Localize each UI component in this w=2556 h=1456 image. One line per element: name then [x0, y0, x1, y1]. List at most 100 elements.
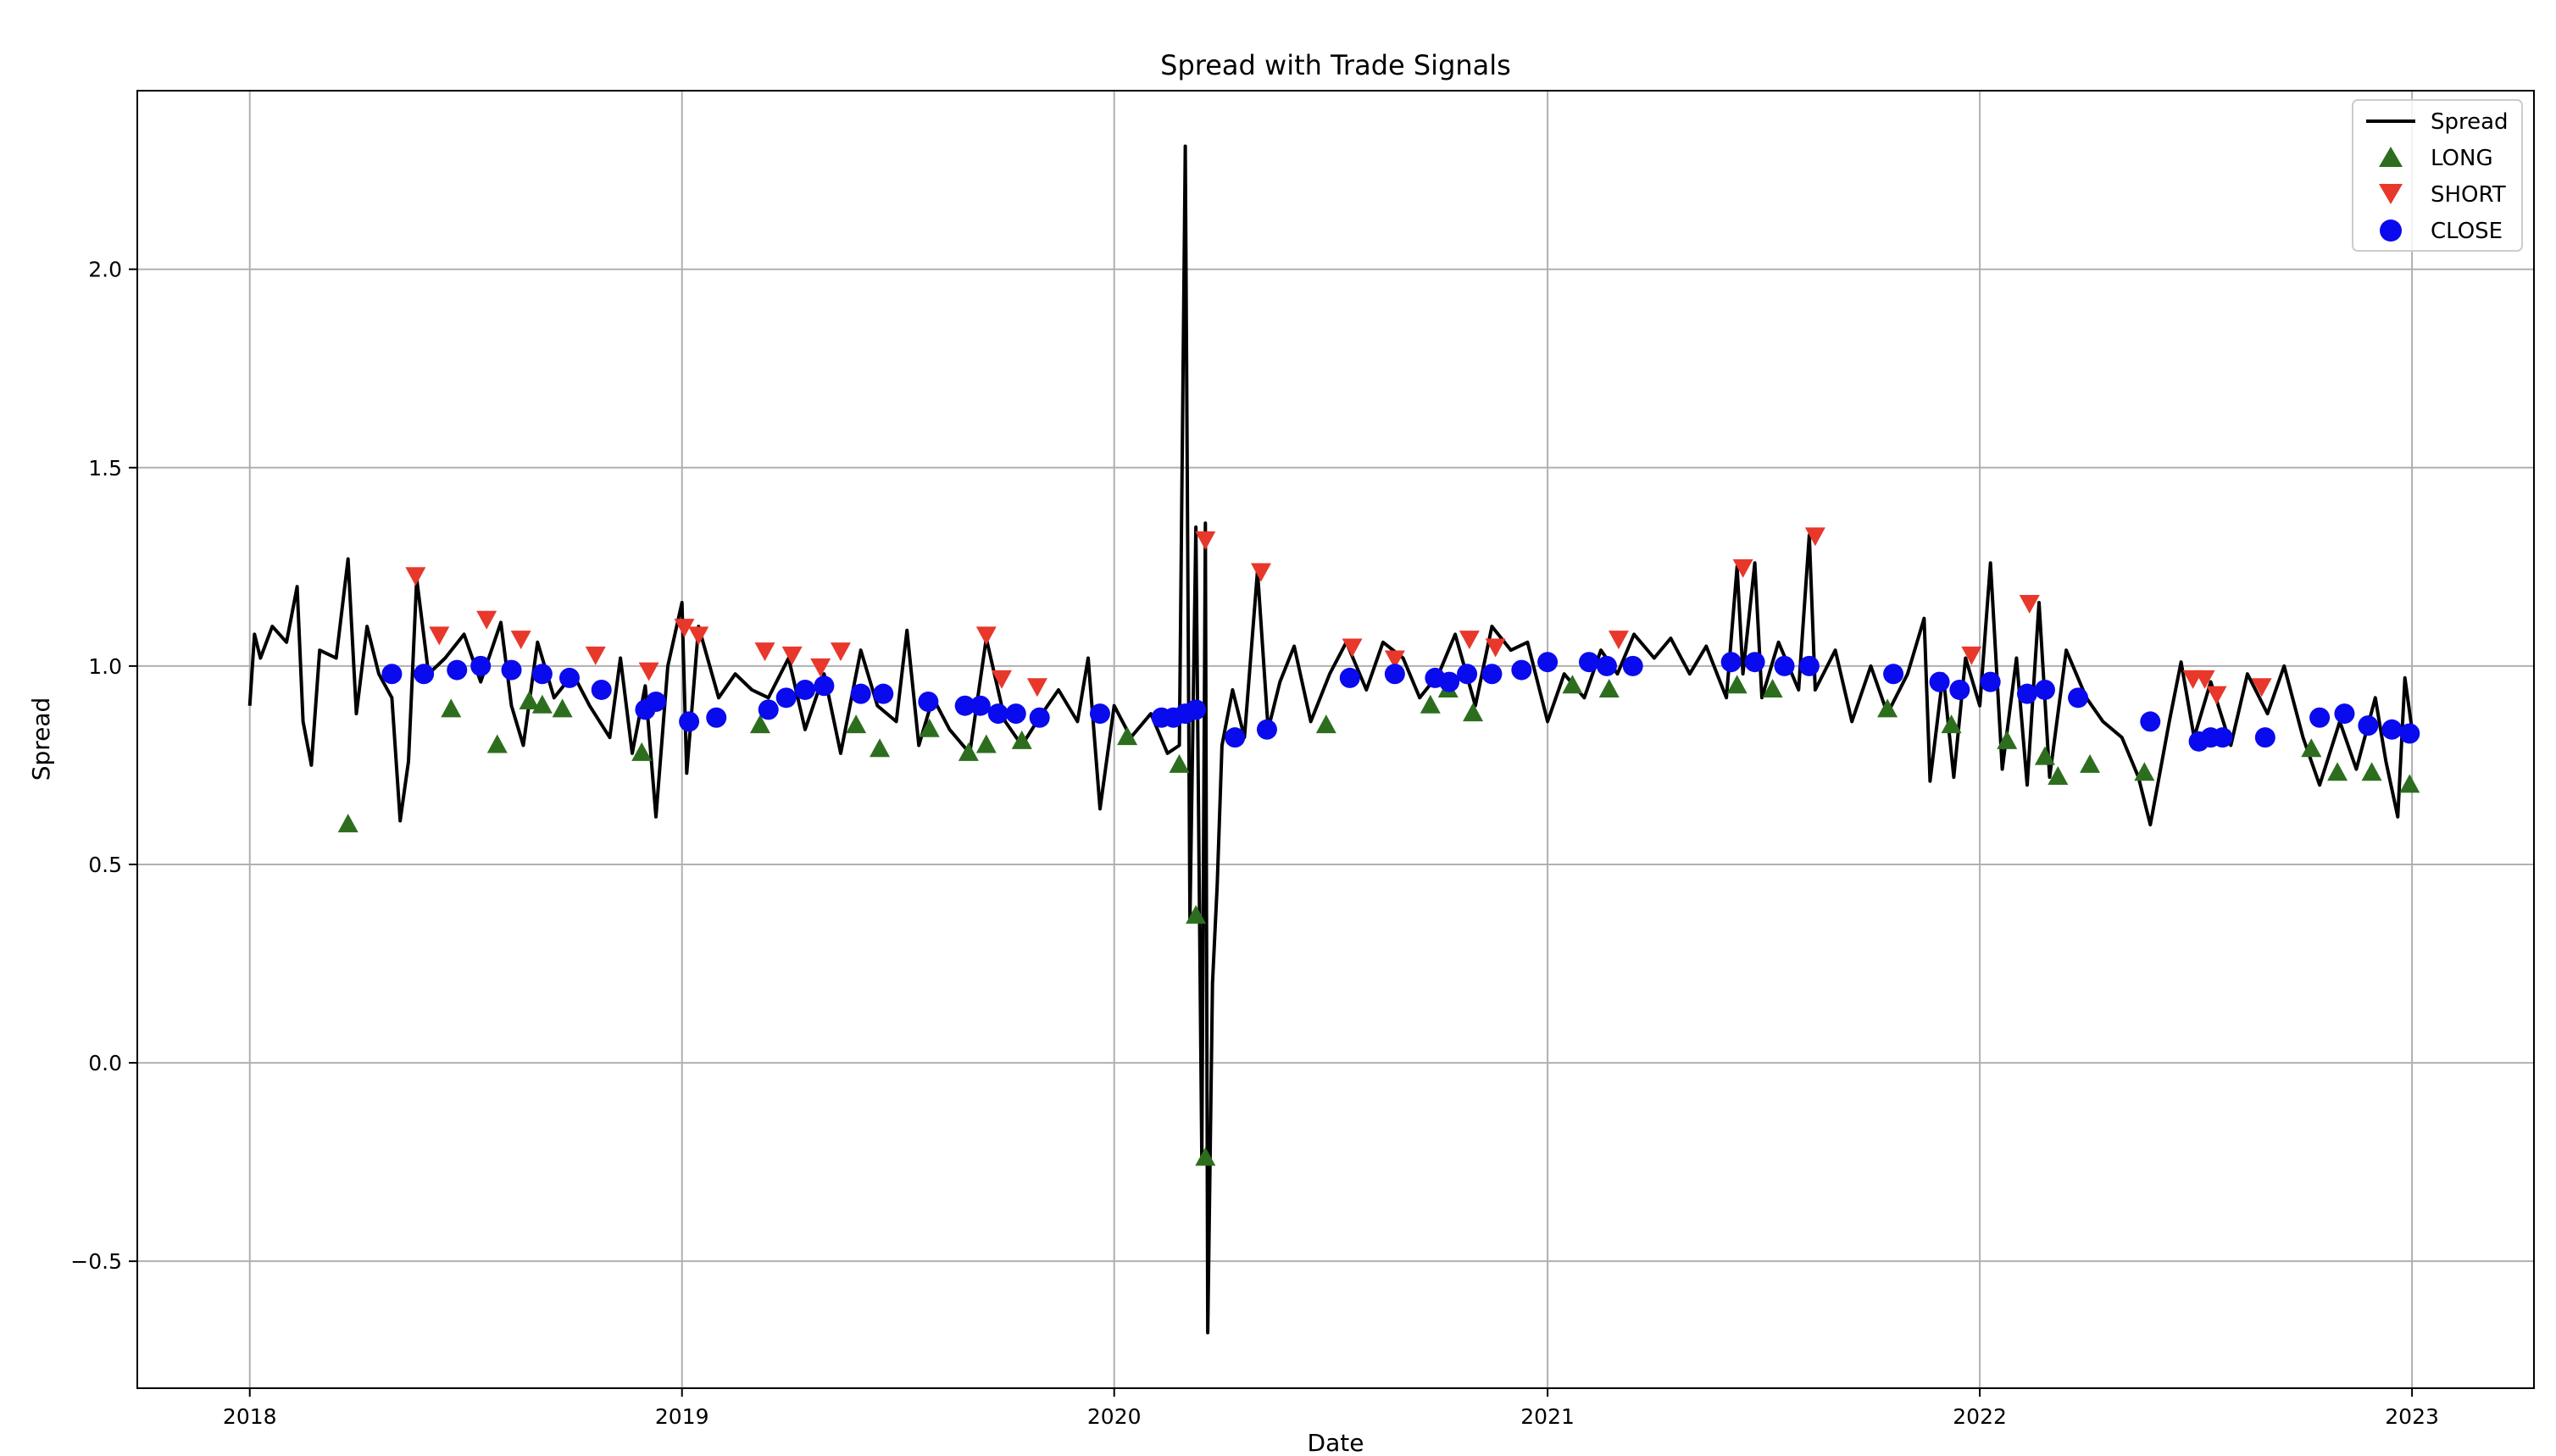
- close-signal-marker: [2334, 703, 2355, 725]
- long-signal-marker: [2134, 762, 2155, 781]
- long-signal-marker: [531, 694, 553, 714]
- close-signal-marker: [447, 659, 468, 681]
- long-signal-marker: [2327, 762, 2348, 781]
- long-signal-marker: [919, 718, 940, 737]
- long-signal-marker: [1169, 753, 1190, 773]
- close-signal-marker: [706, 707, 727, 728]
- short-signal-marker: [975, 626, 997, 646]
- short-signal-marker: [1195, 531, 1216, 551]
- short-signal-marker: [674, 619, 695, 638]
- long-signal-marker: [631, 742, 653, 761]
- x-tick-label: 2022: [1953, 1404, 2007, 1429]
- legend-label-spread: Spread: [2431, 109, 2509, 135]
- long-signal-marker: [958, 742, 979, 761]
- x-tick-label: 2021: [1520, 1404, 1575, 1429]
- close-signal-marker: [1089, 703, 1110, 725]
- long-signal-marker: [1877, 698, 1898, 718]
- short-signal-marker: [810, 658, 831, 677]
- long-signal-marker: [1941, 714, 1962, 734]
- close-signal-marker: [1384, 664, 1405, 685]
- close-signal-marker: [2068, 687, 2089, 709]
- close-signal-marker: [531, 664, 553, 685]
- x-axis-label: Date: [1308, 1429, 1364, 1456]
- long-signal-marker: [1562, 675, 1583, 694]
- legend-label-short: SHORT: [2431, 182, 2506, 208]
- close-signal-marker: [970, 695, 991, 716]
- close-signal-marker: [775, 687, 797, 709]
- close-signal-marker: [2016, 683, 2037, 704]
- long-signal-marker: [870, 738, 891, 758]
- close-signal-marker: [2212, 727, 2233, 748]
- close-signal-marker: [591, 679, 612, 700]
- short-signal-marker: [510, 631, 531, 650]
- short-signal-marker: [688, 626, 709, 646]
- y-axis-ticks: −0.5 0.0 0.5 1.0 1.5 2.0: [70, 258, 137, 1274]
- close-signal-marker: [2254, 727, 2275, 748]
- y-tick-label: 1.0: [88, 654, 122, 679]
- short-signal-marker: [2251, 678, 2272, 697]
- close-signal-marker: [1720, 652, 1742, 673]
- long-signal-marker: [441, 698, 462, 718]
- close-signal-marker: [1929, 671, 1950, 692]
- close-signal-marker: [795, 679, 816, 700]
- close-signal-marker: [1579, 652, 1600, 673]
- close-signal-marker: [558, 667, 580, 688]
- short-signal-marker: [754, 642, 775, 662]
- x-axis-ticks: 2018 2019 2020 2021 2022 2023: [223, 1388, 2439, 1429]
- close-signal-marker: [1949, 679, 1970, 700]
- close-signal-marker: [1511, 659, 1532, 681]
- short-signal-marker: [1961, 646, 1982, 665]
- short-signal-marker: [2206, 686, 2227, 705]
- close-signal-marker: [381, 664, 403, 685]
- close-signal-marker: [814, 675, 835, 697]
- short-signal-marker: [585, 646, 606, 665]
- short-signal-marker: [1608, 631, 1629, 650]
- close-signal-marker: [1339, 667, 1360, 688]
- legend-label-close: CLOSE: [2431, 219, 2503, 244]
- long-signal-marker: [1195, 1147, 1216, 1166]
- long-signal-marker: [2361, 762, 2382, 781]
- short-signal-marker: [1384, 650, 1405, 670]
- y-tick-label: 1.5: [88, 456, 122, 481]
- long-signal-marker: [975, 734, 997, 753]
- close-signal-marker: [2399, 723, 2420, 744]
- close-signal-marker: [918, 692, 939, 713]
- close-signal-marker: [1457, 664, 1478, 685]
- short-signal-marker: [1342, 638, 1363, 658]
- long-signal-marker: [337, 814, 358, 833]
- x-tick-label: 2023: [2385, 1404, 2439, 1429]
- long-signal-marker: [519, 691, 540, 710]
- y-axis-label: Spread: [27, 697, 55, 781]
- close-signal-marker: [758, 699, 779, 720]
- short-signal-marker: [476, 610, 497, 630]
- long-signal-marker: [486, 734, 508, 753]
- y-tick-label: 0.0: [88, 1051, 122, 1075]
- long-signal-marker: [846, 714, 867, 734]
- series-short: [405, 527, 2272, 705]
- long-signal-marker: [1011, 730, 1032, 749]
- long-signal-marker: [1186, 904, 1207, 924]
- close-signal-marker: [1537, 652, 1559, 673]
- long-signal-marker: [2080, 753, 2101, 773]
- long-signal-marker: [1117, 726, 1138, 746]
- y-tick-label: 2.0: [88, 258, 122, 282]
- short-signal-marker: [1026, 678, 1047, 697]
- legend-label-long: LONG: [2431, 146, 2493, 171]
- long-signal-marker: [1420, 694, 1441, 714]
- long-signal-marker: [2399, 774, 2420, 793]
- y-tick-label: −0.5: [70, 1249, 122, 1274]
- close-signal-marker: [850, 683, 871, 704]
- close-signal-marker: [2358, 715, 2379, 736]
- close-signal-marker: [1883, 664, 1904, 685]
- long-signal-marker: [2034, 746, 2055, 765]
- close-signal-marker: [987, 703, 1009, 725]
- y-tick-label: 0.5: [88, 853, 122, 877]
- short-signal-marker: [405, 567, 426, 586]
- x-tick-label: 2018: [223, 1404, 277, 1429]
- short-signal-marker: [638, 662, 659, 681]
- long-signal-marker: [552, 698, 573, 718]
- x-tick-label: 2020: [1087, 1404, 1142, 1429]
- close-signal-marker: [2034, 679, 2055, 700]
- close-signal-marker: [501, 659, 522, 681]
